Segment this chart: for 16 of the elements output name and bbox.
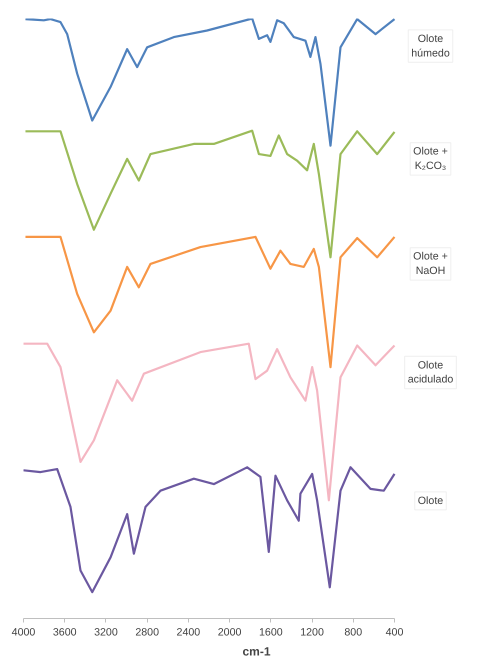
x-tick-label: 2400 <box>176 626 200 638</box>
x-tick-label: 2800 <box>135 626 160 638</box>
x-tick-label: 3200 <box>94 626 118 638</box>
x-tick-label: 1600 <box>258 626 283 638</box>
x-tick-label: 4000 <box>12 626 36 638</box>
x-axis-title: cm-1 <box>242 644 271 658</box>
series-label: Olote acidulado <box>408 359 454 386</box>
x-tick-label: 400 <box>386 626 404 638</box>
x-tick-label: 800 <box>344 626 362 638</box>
x-tick-label: 1200 <box>300 626 324 638</box>
x-tick-label: 2000 <box>218 626 242 638</box>
text: Olote + NaOH <box>413 250 448 278</box>
text: Olote húmedo <box>411 32 450 60</box>
x-tick-label: 3600 <box>52 626 77 638</box>
text: Olote + K₂CO₃ <box>413 146 448 172</box>
text: Olote <box>418 494 444 507</box>
